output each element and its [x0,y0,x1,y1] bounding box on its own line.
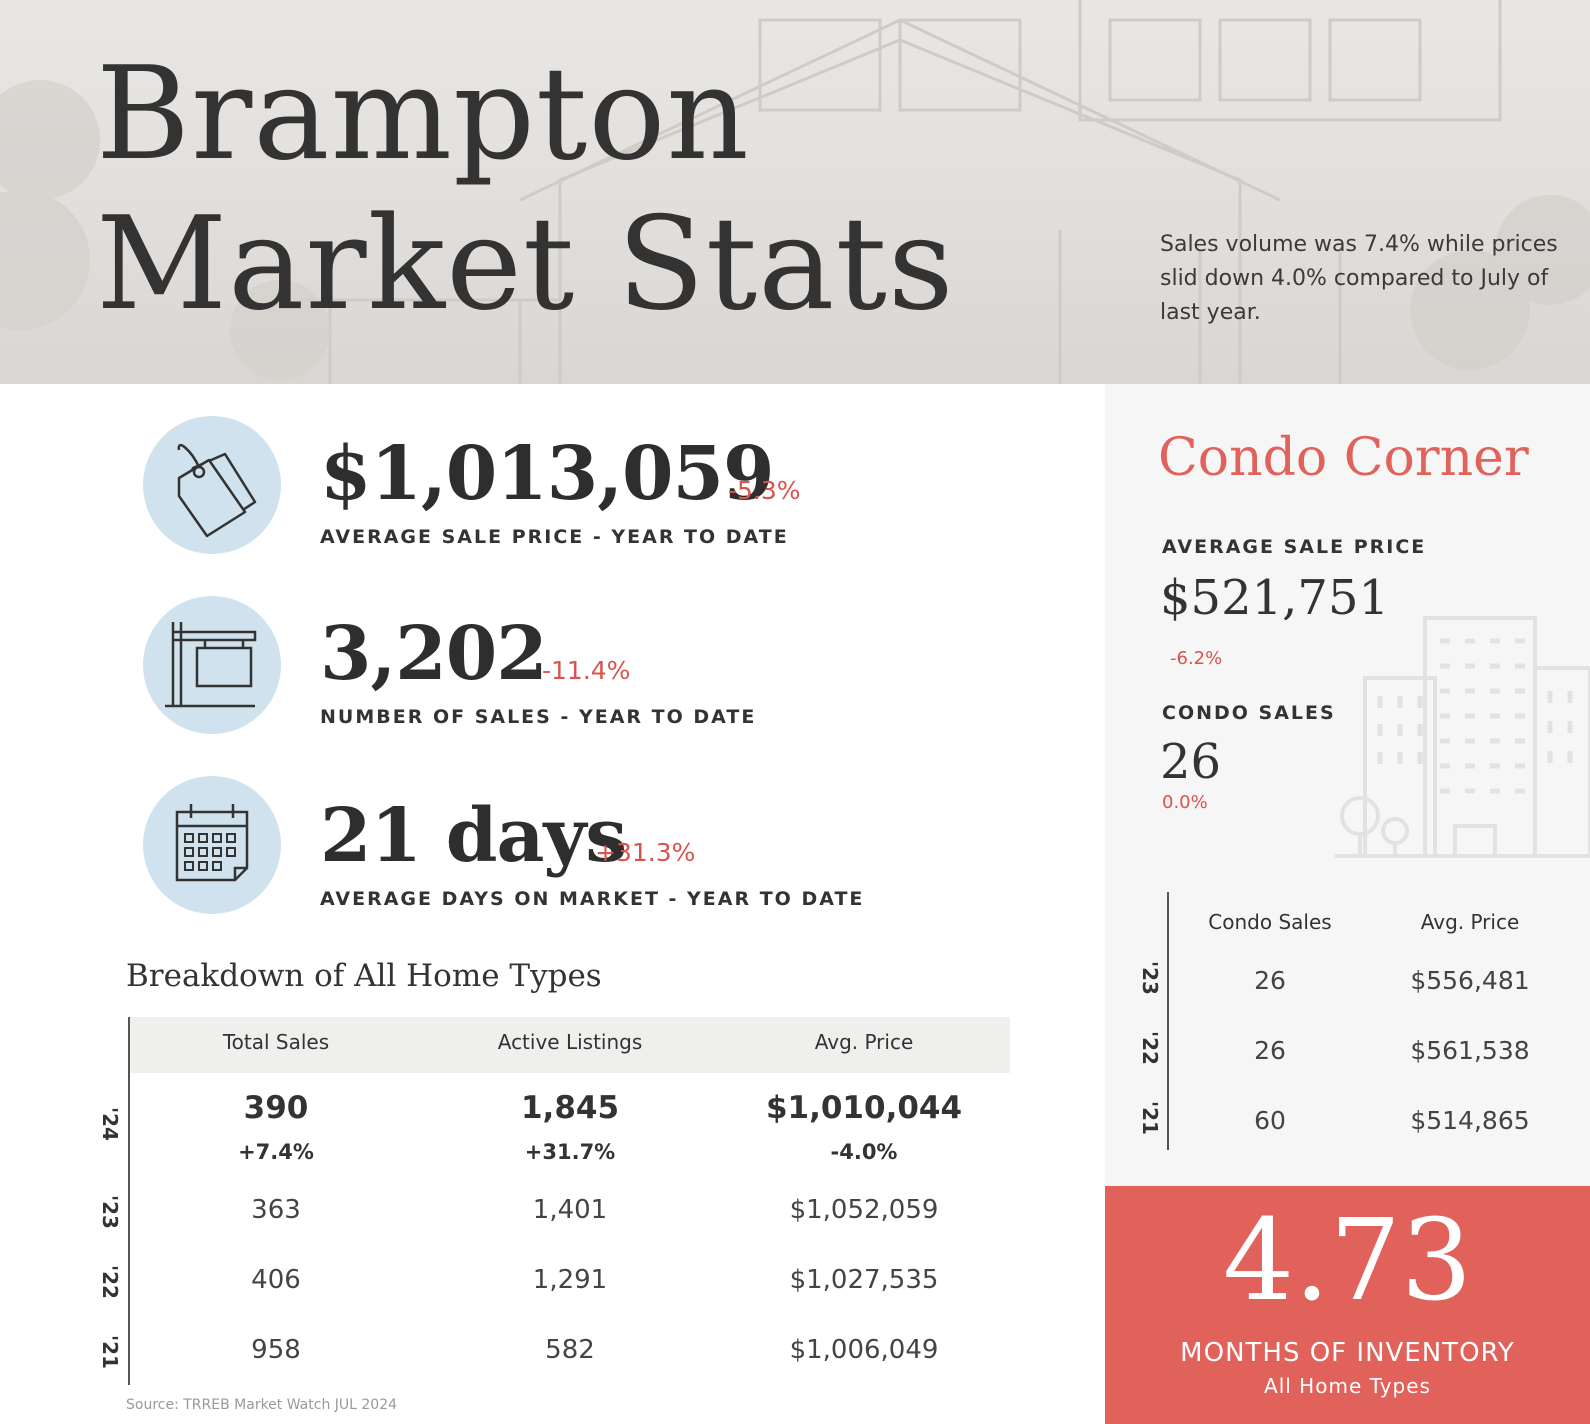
source-note: Source: TRREB Market Watch JUL 2024 [126,1397,398,1413]
condo-table-cell: 26 [1254,1036,1286,1065]
table-cell: 363 [251,1195,301,1225]
sale-sign-icon [143,596,281,734]
inventory-value: 4.73 [1222,1196,1473,1326]
title-line-1: Brampton [96,40,750,189]
number-of-sales-change: -11.4% [542,656,631,685]
days-on-market-value: 21 days [320,793,627,879]
table-cell: 1,401 [532,1195,608,1225]
condo-column-header-sales: Condo Sales [1208,910,1332,934]
condo-table-cell: $556,481 [1410,966,1530,995]
avg-sale-price-change: -5.3% [728,476,801,505]
avg-sale-price-value: $1,013,059 [320,431,774,517]
condo-table-cell: 26 [1254,966,1286,995]
row-year-label: '24 [98,1107,122,1141]
price-tag-icon [143,416,281,554]
calendar-icon [143,776,281,914]
condo-row-year-label: '22 [1138,1031,1162,1065]
condo-table-cell: $561,538 [1410,1036,1530,1065]
condo-table-cell: $514,865 [1410,1106,1530,1135]
column-header-avg-price: Avg. Price [814,1030,914,1054]
breakdown-title: Breakdown of All Home Types [126,958,602,994]
table-cell: $1,052,059 [789,1195,939,1225]
inventory-sublabel: All Home Types [1264,1374,1431,1398]
column-header-total-sales: Total Sales [222,1030,330,1054]
table-cell-change: +31.7% [524,1140,616,1164]
days-on-market-label: AVERAGE DAYS ON MARKET - YEAR TO DATE [320,888,865,910]
table-cell: 1,291 [532,1265,608,1295]
row-year-label: '22 [98,1265,122,1299]
table-cell: 958 [251,1335,301,1365]
building-icon [1335,616,1590,858]
condo-row-year-label: '21 [1138,1101,1162,1135]
condo-corner-title: Condo Corner [1158,428,1529,488]
table-cell: $1,006,049 [789,1335,939,1365]
condo-corner-panel [1105,384,1590,1186]
table-cell: 390 [243,1090,309,1126]
row-year-label: '21 [98,1335,122,1369]
table-cell: $1,010,044 [765,1090,963,1126]
condo-table-cell: 60 [1254,1106,1286,1135]
number-of-sales-label: NUMBER OF SALES - YEAR TO DATE [320,706,757,728]
table-cell: 1,845 [520,1090,620,1126]
table-cell-change: -4.0% [830,1140,898,1164]
table-cell: 406 [251,1265,301,1295]
condo-row-year-label: '23 [1138,961,1162,995]
inventory-label: MONTHS OF INVENTORY [1180,1338,1515,1368]
page-title: Brampton Market Stats [96,40,955,340]
breakdown-divider [128,1017,130,1385]
summary-text: Sales volume was 7.4% while prices slid … [1160,232,1558,325]
breakdown-table-header [130,1017,1010,1073]
avg-sale-price-label: AVERAGE SALE PRICE - YEAR TO DATE [320,526,789,548]
condo-avg-price-label: AVERAGE SALE PRICE [1162,536,1427,558]
row-year-label: '23 [98,1195,122,1229]
condo-avg-price-change: -6.2% [1170,648,1223,669]
months-of-inventory-box: 4.73 MONTHS OF INVENTORY All Home Types [1105,1186,1590,1424]
table-cell: $1,027,535 [789,1265,939,1295]
table-cell-change: +7.4% [238,1140,314,1164]
table-cell: 582 [545,1335,595,1365]
condo-sales-value: 26 [1160,734,1222,790]
column-header-active-listings: Active Listings [497,1030,643,1054]
house-background-image [0,0,1590,384]
header-banner: Brampton Market Stats Sales volume was 7… [0,0,1590,384]
condo-table-divider [1167,892,1169,1150]
condo-sales-label: CONDO SALES [1162,702,1336,724]
condo-sales-change: 0.0% [1162,792,1208,813]
number-of-sales-value: 3,202 [320,611,548,697]
title-line-2: Market Stats [96,190,955,339]
condo-avg-price-value: $521,751 [1160,570,1390,626]
condo-column-header-avg-price: Avg. Price [1420,910,1520,934]
days-on-market-change: +31.3% [595,838,696,867]
